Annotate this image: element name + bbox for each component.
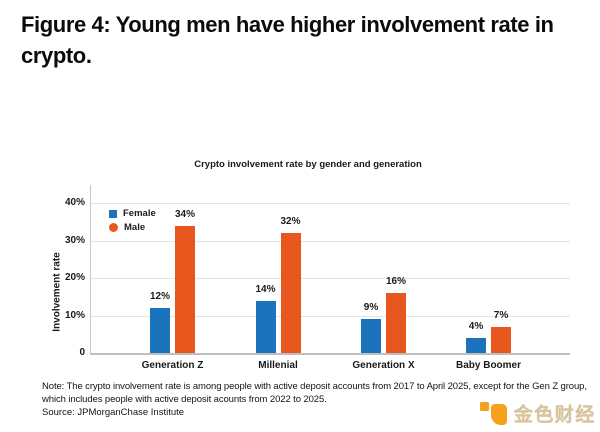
value-label-male-generation-x: 16% (385, 276, 406, 287)
logo-large-block (491, 404, 507, 425)
x-category-label: Baby Boomer (455, 360, 521, 371)
bar-male-baby-boomer (491, 326, 511, 353)
x-category-label: Generation X (352, 360, 415, 371)
figure-title: Figure 4: Young men have higher involvem… (21, 9, 586, 71)
legend-label-male: Male (124, 222, 146, 233)
gridline (91, 240, 570, 242)
figure-title-line1: Figure 4: Young men have higher involvem… (21, 12, 554, 37)
figure-title-line2: crypto. (21, 43, 92, 68)
y-tick-label: 20% (64, 272, 85, 283)
male-circle-marker-icon (109, 223, 118, 232)
value-label-male-baby-boomer: 7% (493, 309, 509, 321)
gridline (91, 278, 570, 279)
logo-small-square (480, 402, 489, 411)
value-label-female-baby-boomer: 4% (468, 321, 484, 332)
gridline (91, 315, 570, 317)
legend-item-female: Female (109, 208, 156, 219)
bar-female-generation-x (361, 319, 381, 353)
y-tick-label: 10% (64, 309, 85, 321)
bar-female-millenial (255, 300, 276, 353)
value-label-male-generation-z: 34% (174, 208, 195, 220)
y-tick-label: 0 (79, 347, 85, 358)
bar-male-millenial (280, 233, 301, 353)
jinse-finance-logo-icon (480, 400, 508, 427)
gridline (91, 203, 570, 204)
note-line2: which includes people with active deposi… (42, 393, 327, 405)
value-label-female-generation-z: 12% (149, 291, 170, 302)
chart-title: Crypto involvement rate by gender and ge… (194, 159, 422, 170)
value-label-female-generation-x: 9% (363, 302, 379, 314)
legend-item-male: Male (109, 222, 156, 233)
legend: Female Male (109, 208, 156, 236)
source-text: Source: JPMorganChase Institute (42, 407, 185, 418)
value-label-female-millenial: 14% (255, 283, 276, 295)
bar-male-generation-z (175, 225, 195, 353)
watermark-text: 金色财经 (514, 405, 597, 426)
bar-male-generation-x (386, 293, 406, 353)
note-text: Note: The crypto involvement rate is amo… (42, 381, 587, 406)
x-category-label: Generation Z (141, 360, 204, 371)
note-line1: Note: The crypto involvement rate is amo… (42, 381, 587, 392)
y-tick-label: 40% (64, 197, 85, 208)
value-label-male-millenial: 32% (280, 216, 301, 227)
bar-female-baby-boomer (466, 338, 486, 353)
watermark: 金色财经 (480, 400, 596, 427)
y-tick-label: 30% (64, 234, 85, 246)
legend-label-female: Female (123, 208, 156, 219)
bar-female-generation-z (150, 308, 170, 353)
x-category-label: Millenial (258, 360, 298, 371)
female-square-marker-icon (109, 209, 117, 218)
plot-area: Female Male 0 10% 20% 30% 40% 12% 34% Generatio… (65, 185, 570, 371)
